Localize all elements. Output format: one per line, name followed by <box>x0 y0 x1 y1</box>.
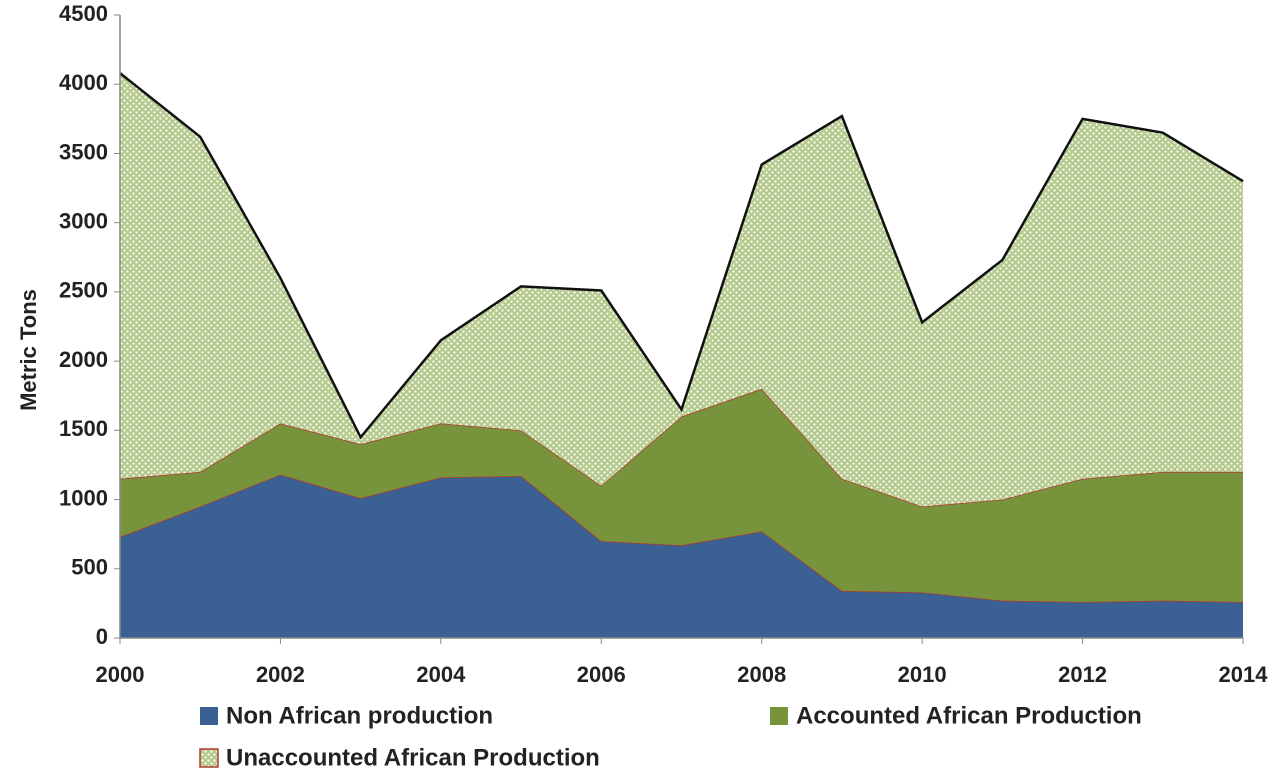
y-axis-label: Metric Tons <box>16 289 41 411</box>
y-tick-label: 4500 <box>59 1 108 26</box>
x-tick-label: 2014 <box>1219 662 1269 687</box>
legend-label: Unaccounted African Production <box>226 744 600 771</box>
y-tick-label: 2000 <box>59 347 108 372</box>
x-tick-label: 2008 <box>737 662 786 687</box>
y-tick-label: 1500 <box>59 416 108 441</box>
legend-swatch <box>770 707 788 725</box>
x-tick-label: 2000 <box>96 662 145 687</box>
x-tick-label: 2002 <box>256 662 305 687</box>
y-tick-label: 0 <box>96 624 108 649</box>
area-edge <box>119 72 1244 440</box>
legend-swatch <box>200 707 218 725</box>
y-tick-label: 4000 <box>59 70 108 95</box>
x-tick-label: 2006 <box>577 662 626 687</box>
legend-label: Non African production <box>226 702 493 729</box>
y-tick-label: 3000 <box>59 208 108 233</box>
x-tick-label: 2012 <box>1058 662 1107 687</box>
area <box>120 388 1243 603</box>
legend-label: Accounted African Production <box>796 702 1142 729</box>
x-tick-label: 2010 <box>898 662 947 687</box>
legend-swatch <box>199 748 219 768</box>
y-tick-label: 1000 <box>59 485 108 510</box>
y-tick-label: 500 <box>71 555 108 580</box>
x-tick-label: 2004 <box>416 662 466 687</box>
y-tick-label: 2500 <box>59 278 108 303</box>
area <box>120 73 1243 507</box>
y-tick-label: 3500 <box>59 139 108 164</box>
